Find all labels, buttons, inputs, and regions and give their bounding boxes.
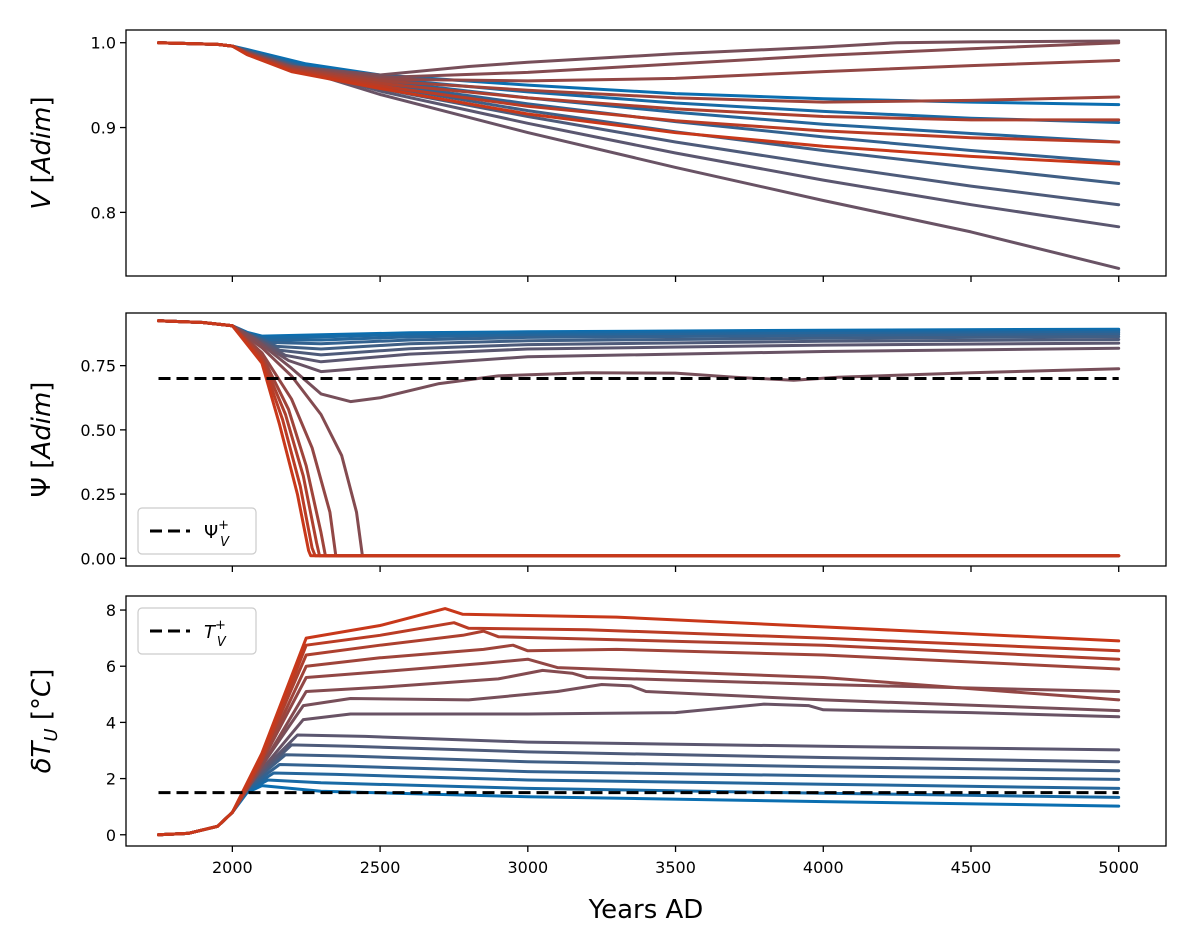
y-tick-label: 0: [106, 826, 116, 845]
plot-area: [157, 319, 1121, 558]
y-axis-label: V [Adim]: [27, 96, 57, 209]
y-tick-label: 2: [106, 770, 116, 789]
x-tick-label: 4500: [951, 858, 992, 877]
y-tick-label: 0.8: [91, 203, 116, 222]
x-tick-label: 5000: [1098, 858, 1139, 877]
legend: Ψ+ V: [137, 507, 257, 555]
y-tick-label: 1.0: [91, 34, 116, 53]
series-line-15: [157, 41, 1121, 166]
x-axis-label: Years AD: [588, 895, 704, 925]
panel-2: 0.00 0.25 0.50 0.75 Ψ [Adim] Ψ+ V: [27, 312, 1167, 572]
legend-label: Ψ+ V: [204, 518, 230, 550]
axes-frame: [125, 312, 1167, 567]
y-axis-label: Ψ [Adim]: [27, 382, 57, 498]
axes-frame: [125, 595, 1167, 847]
axes-frame: [125, 29, 1167, 277]
y-tick-label: 4: [106, 713, 116, 732]
series-line-15: [157, 607, 1121, 837]
plot-area: [157, 607, 1121, 837]
legend: T+ V: [137, 607, 257, 655]
x-tick-label: 2000: [212, 858, 253, 877]
y-tick-label: 0.50: [80, 421, 116, 440]
y-tick-label: 0.9: [91, 119, 116, 138]
x-tick-label: 2500: [360, 858, 401, 877]
y-tick-label: 0.25: [80, 485, 116, 504]
y-tick-label: 6: [106, 657, 116, 676]
y-axis-label: δTU [°C]: [27, 669, 62, 774]
series-line-12: [157, 643, 1121, 837]
y-tick-label: 0.75: [80, 357, 116, 376]
x-tick-label: 3500: [655, 858, 696, 877]
y-tick-label: 8: [106, 601, 116, 620]
legend-label: T+ V: [204, 618, 227, 650]
x-tick-label: 3000: [507, 858, 548, 877]
y-tick-label: 0.00: [80, 549, 116, 568]
panel-3: 0 2 4 6 8 2000 2500 3000 3500 4000 4500 5000 δTU [°C…: [27, 595, 1167, 925]
x-tick-label: 4000: [803, 858, 844, 877]
legend-box: [137, 507, 257, 555]
legend-box: [137, 607, 257, 655]
series-line-15: [157, 319, 1121, 558]
plot-area: [157, 39, 1121, 270]
panel-1: 0.8 0.9 1.0 V [Adim]: [27, 29, 1167, 282]
